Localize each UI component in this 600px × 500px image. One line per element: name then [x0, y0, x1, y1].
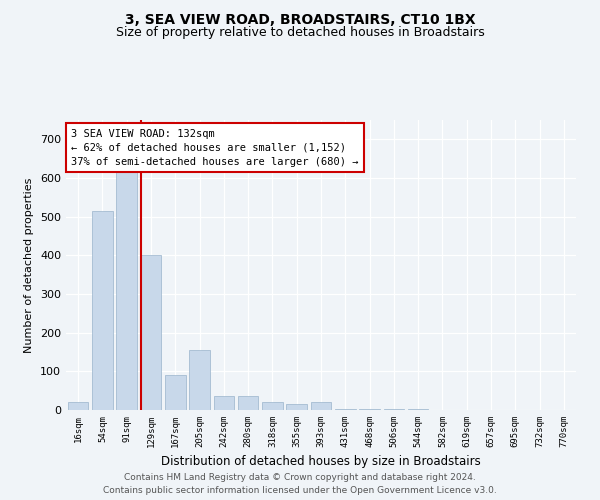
Y-axis label: Number of detached properties: Number of detached properties	[25, 178, 34, 352]
Bar	[359, 409, 380, 410]
Bar	[408, 409, 428, 410]
Text: 3 SEA VIEW ROAD: 132sqm
← 62% of detached houses are smaller (1,152)
37% of semi: 3 SEA VIEW ROAD: 132sqm ← 62% of detache…	[71, 128, 359, 166]
Bar	[165, 375, 185, 410]
Bar	[238, 396, 259, 410]
Bar	[68, 402, 88, 410]
Bar	[140, 256, 161, 410]
Text: Size of property relative to detached houses in Broadstairs: Size of property relative to detached ho…	[116, 26, 484, 39]
X-axis label: Distribution of detached houses by size in Broadstairs: Distribution of detached houses by size …	[161, 456, 481, 468]
Bar	[214, 396, 234, 410]
Bar	[116, 164, 137, 410]
Bar	[311, 402, 331, 410]
Bar	[262, 402, 283, 410]
Text: Contains HM Land Registry data © Crown copyright and database right 2024.
Contai: Contains HM Land Registry data © Crown c…	[103, 474, 497, 495]
Text: 3, SEA VIEW ROAD, BROADSTAIRS, CT10 1BX: 3, SEA VIEW ROAD, BROADSTAIRS, CT10 1BX	[125, 12, 475, 26]
Bar	[335, 409, 356, 410]
Bar	[92, 211, 113, 410]
Bar	[383, 409, 404, 410]
Bar	[286, 404, 307, 410]
Bar	[189, 350, 210, 410]
